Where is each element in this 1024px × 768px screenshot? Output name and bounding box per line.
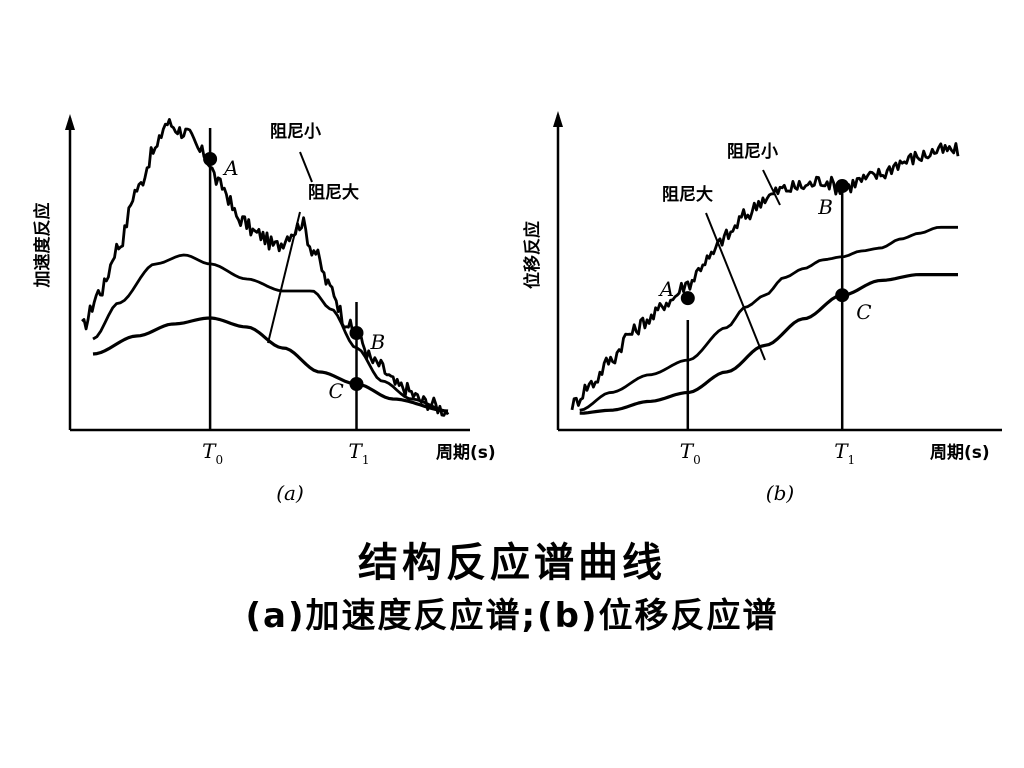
point-label-B: B xyxy=(817,195,833,219)
y-axis-arrow xyxy=(553,111,563,127)
y-axis-label: 位移反应 xyxy=(522,221,543,289)
y-axis-label: 加速度反应 xyxy=(32,203,53,289)
annotation-leader-small xyxy=(762,169,781,206)
series-line-mid xyxy=(579,225,958,412)
figure-title: 结构反应谱曲线 xyxy=(358,540,666,586)
series-line-mid xyxy=(92,253,449,413)
x-axis-label: 周期(s) xyxy=(436,443,496,463)
panel-caption: (b) xyxy=(766,481,794,505)
x-tick-label: T1 xyxy=(834,439,855,467)
point-label-C: C xyxy=(856,300,871,324)
figure-subtitle: (a)加速度反应谱;(b)位移反应谱 xyxy=(245,596,779,636)
annotation-leader-large xyxy=(267,211,301,344)
series-line-阻尼小 xyxy=(570,142,960,411)
annotation-small-damping: 阻尼小 xyxy=(270,122,321,142)
annotation-leader-small xyxy=(299,151,313,183)
point-label-C: C xyxy=(329,379,344,403)
point-B xyxy=(349,326,364,340)
point-A xyxy=(680,291,695,306)
annotation-large-damping: 阻尼大 xyxy=(308,182,359,203)
y-axis-arrow xyxy=(65,114,75,130)
x-tick-subscript: 0 xyxy=(215,453,223,467)
point-label-A: A xyxy=(222,156,238,180)
annotation-leader-large xyxy=(705,212,766,361)
x-axis-label: 周期(s) xyxy=(930,443,990,463)
series-line-阻尼大 xyxy=(92,316,449,413)
x-tick-label: T0 xyxy=(680,439,701,467)
x-tick-subscript: 1 xyxy=(848,453,856,467)
point-C xyxy=(835,288,850,303)
series-line-阻尼大 xyxy=(579,273,958,415)
point-label-B: B xyxy=(370,330,386,354)
point-B xyxy=(835,179,850,194)
x-tick-label: T1 xyxy=(349,439,370,467)
x-tick-subscript: 1 xyxy=(362,453,370,467)
annotation-small-damping: 阻尼小 xyxy=(727,142,778,162)
panel-caption: (a) xyxy=(276,481,304,505)
x-tick-subscript: 0 xyxy=(693,453,701,467)
point-A xyxy=(203,152,218,166)
x-tick-label: T0 xyxy=(202,439,223,467)
series-line-阻尼小 xyxy=(81,118,450,417)
point-C xyxy=(349,377,364,391)
point-label-A: A xyxy=(658,277,674,301)
annotation-large-damping: 阻尼大 xyxy=(662,184,713,205)
